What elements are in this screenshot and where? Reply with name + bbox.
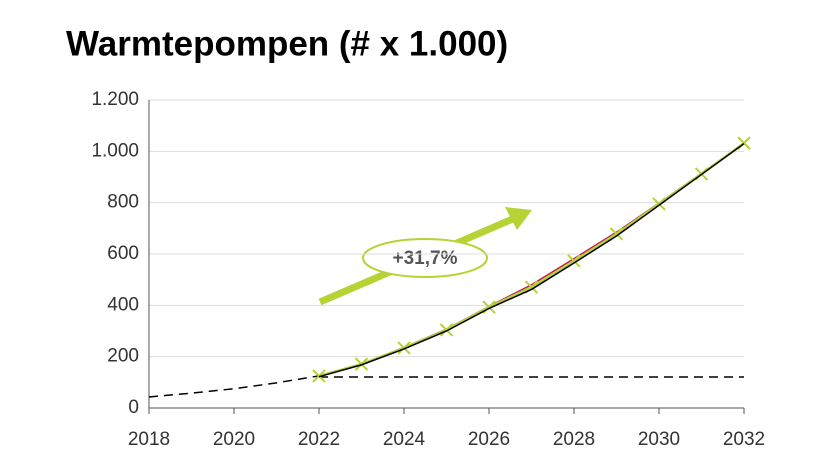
x-tick-label: 2032 [723, 429, 765, 450]
annotation: +31,7% [393, 248, 458, 269]
y-tick-label: 400 [107, 294, 139, 315]
y-tick-label: 0 [128, 397, 139, 418]
x-tick-label: 2028 [553, 429, 595, 450]
line [148, 375, 320, 398]
marker [439, 323, 454, 337]
x-tick-label: 2020 [213, 429, 255, 450]
x-tick-label: 2018 [128, 429, 170, 450]
arrow-head [505, 207, 532, 230]
y-tick-label: 800 [107, 192, 139, 213]
x-tick-label: 2024 [383, 429, 426, 450]
marker [397, 341, 411, 355]
y-tick-label: 600 [107, 243, 139, 264]
x-tick-label: 2030 [638, 429, 680, 450]
line [318, 143, 745, 378]
chart-title: Warmtepompen (# x 1.000) [66, 24, 508, 63]
x-tick-label: 2022 [298, 429, 340, 450]
y-tick-label: 200 [107, 346, 139, 367]
annotation-bubble [362, 238, 488, 278]
x-tick-label: 2026 [468, 429, 510, 450]
y-tick-label: 1.000 [91, 140, 139, 161]
y-tick-label: 1.200 [91, 89, 139, 110]
